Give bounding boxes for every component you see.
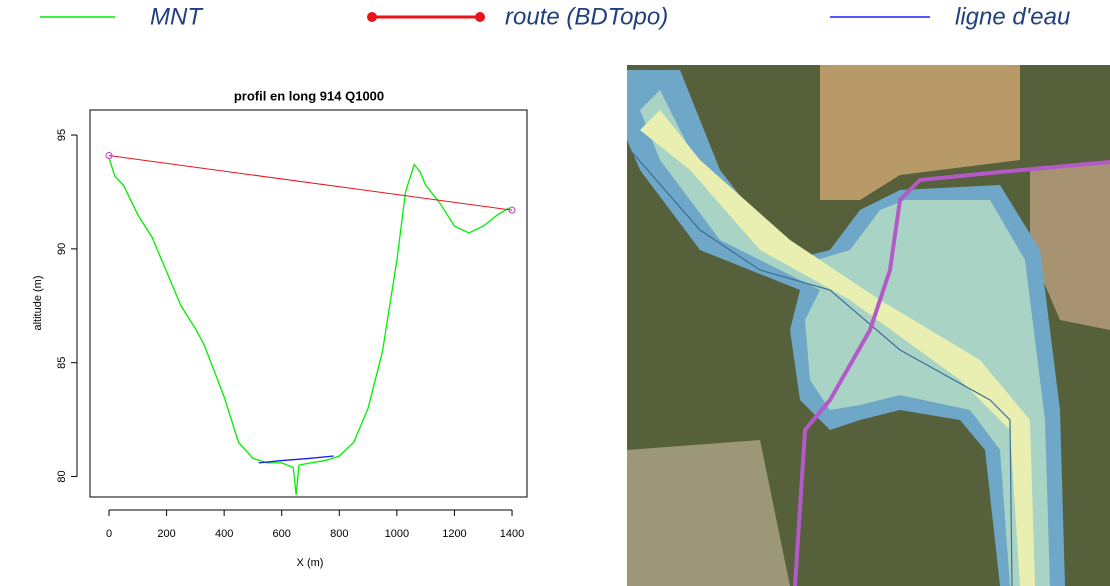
legend-label: MNT [150,3,204,30]
x-axis-label: X (m) [297,557,324,569]
x-tick-label: 1200 [442,528,466,540]
y-tick-label: 85 [56,357,68,369]
legend-marker [475,12,485,22]
legend: MNT route (BDTopo) ligne d'eau [40,3,1070,30]
plot-area: 0 200 400 600 800 1000 1200 1400 80 85 90 95 [56,129,524,540]
x-tick-label: 1400 [500,528,524,540]
series-line [109,158,509,495]
x-tick-label: 400 [215,528,233,540]
plot-frame [90,110,527,497]
y-tick-label: 80 [56,470,68,482]
x-tick-label: 800 [330,528,348,540]
y-tick-label: 95 [56,129,68,141]
x-tick-label: 600 [273,528,291,540]
legend-label: ligne d'eau [955,3,1070,30]
x-tick-label: 200 [157,528,175,540]
x-tick-label: 0 [106,528,112,540]
aerial-map [627,65,1110,586]
chart-title: profil en long 914 Q1000 [234,88,384,103]
x-tick-label: 1000 [385,528,409,540]
y-tick-label: 90 [56,243,68,255]
page: {"chart_data": {"type": "line", "title":… [0,0,1110,586]
figure: MNT route (BDTopo) ligne d'eau profil en l… [0,0,1110,586]
y-axis-label: altitude (m) [32,275,44,330]
legend-marker [367,12,377,22]
series-line [109,156,512,211]
legend-label: route (BDTopo) [505,3,668,30]
series-line [259,456,334,463]
